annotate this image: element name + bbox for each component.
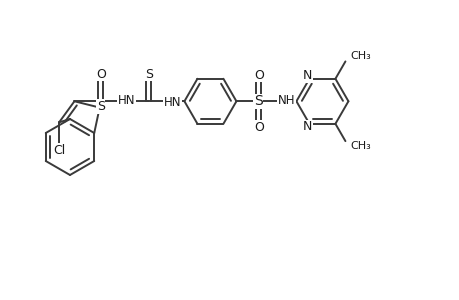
Text: HN: HN [163, 96, 181, 109]
Text: S: S [253, 94, 262, 108]
Text: Cl: Cl [53, 144, 65, 157]
Text: HN: HN [118, 94, 135, 107]
Text: CH₃: CH₃ [350, 141, 370, 151]
Text: NH: NH [277, 94, 295, 107]
Text: CH₃: CH₃ [350, 51, 370, 62]
Text: N: N [302, 120, 312, 133]
Text: N: N [302, 69, 312, 82]
Text: O: O [96, 68, 106, 81]
Text: S: S [96, 100, 105, 113]
Text: S: S [145, 68, 153, 81]
Text: O: O [254, 121, 264, 134]
Text: O: O [254, 69, 264, 82]
